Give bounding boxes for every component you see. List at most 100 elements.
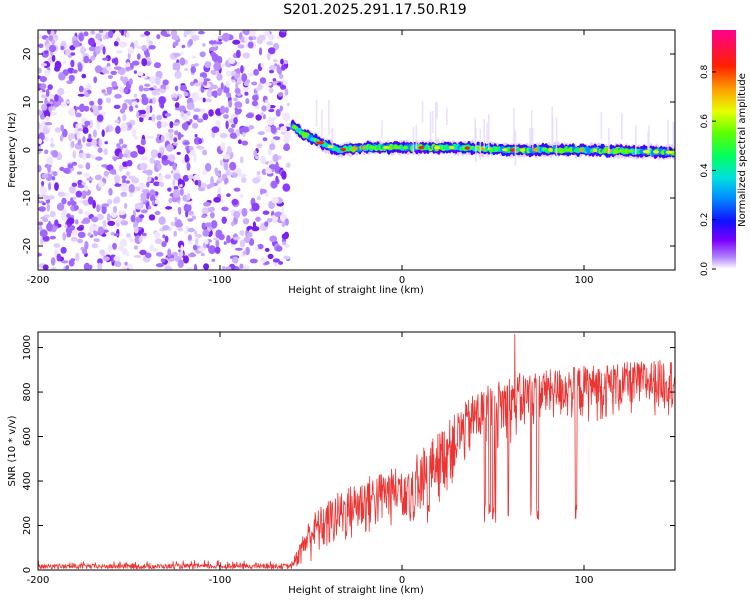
noise-blob — [242, 131, 246, 138]
noise-blob — [38, 252, 43, 257]
noise-blob — [241, 140, 249, 146]
noise-blob — [140, 75, 148, 79]
noise-blob — [221, 216, 227, 224]
noise-blob — [101, 129, 105, 137]
noise-blob — [84, 184, 89, 192]
noise-blob — [82, 127, 89, 134]
noise-blob — [189, 252, 195, 258]
noise-blob — [95, 33, 102, 40]
signal-peak — [316, 141, 325, 145]
noise-blob — [268, 64, 276, 71]
noise-blob — [123, 88, 129, 94]
noise-blob — [237, 44, 245, 49]
noise-blob — [260, 62, 264, 68]
signal-peak — [402, 146, 409, 150]
noise-blob — [192, 55, 197, 59]
noise-blob — [273, 42, 280, 51]
noise-blob — [108, 30, 114, 39]
noise-blob — [266, 41, 274, 46]
signal-streak — [531, 127, 534, 149]
noise-blob — [275, 175, 279, 183]
noise-blob — [42, 89, 46, 93]
noise-blob — [188, 146, 194, 151]
noise-blob — [268, 69, 275, 74]
x-tick-label: 0 — [399, 575, 405, 586]
noise-blob — [280, 84, 287, 90]
noise-blob — [202, 149, 208, 156]
noise-blob — [213, 237, 219, 241]
noise-blob — [83, 262, 90, 270]
noise-blob — [202, 43, 206, 47]
noise-blob — [244, 80, 250, 86]
noise-blob — [119, 108, 126, 114]
noise-blob — [72, 39, 80, 48]
noise-blob — [133, 70, 137, 74]
noise-blob — [130, 151, 138, 158]
signal-streak — [429, 111, 432, 142]
noise-blob — [77, 63, 83, 72]
noise-blob — [251, 100, 258, 107]
y-tick-label: 1000 — [22, 335, 33, 360]
noise-blob — [120, 153, 129, 158]
noise-blob — [70, 59, 75, 68]
noise-blob — [98, 226, 104, 235]
noise-blob — [84, 120, 91, 126]
noise-blob — [225, 266, 232, 270]
noise-blob — [255, 216, 261, 222]
noise-blob — [50, 257, 56, 266]
noise-blob — [124, 261, 128, 266]
noise-blob — [93, 76, 98, 84]
signal-peak — [642, 150, 651, 154]
noise-blob — [198, 30, 205, 35]
noise-blob — [284, 88, 289, 96]
noise-blob — [59, 135, 64, 142]
signal-streak — [621, 113, 623, 140]
noise-blob — [70, 236, 78, 242]
noise-blob — [232, 172, 238, 178]
noise-blob — [203, 78, 211, 82]
noise-blob — [161, 121, 168, 128]
noise-blob — [231, 198, 239, 206]
noise-blob — [67, 200, 72, 206]
noise-blob — [211, 220, 218, 229]
noise-blob — [173, 122, 180, 127]
noise-blob — [228, 58, 236, 64]
noise-blob — [226, 92, 232, 98]
y-tick-label: 200 — [22, 516, 33, 535]
signal-streak — [514, 130, 517, 166]
noise-blob — [201, 207, 209, 215]
noise-blob — [187, 174, 194, 180]
y-tick-label: 20 — [22, 48, 33, 61]
noise-blob — [155, 263, 164, 268]
noise-blob — [51, 39, 56, 46]
x-tick-label: 0 — [399, 275, 405, 286]
noise-blob — [278, 261, 283, 265]
noise-blob — [160, 135, 165, 143]
noise-blob — [185, 210, 189, 218]
noise-blob — [174, 216, 178, 222]
signal-peak — [434, 146, 441, 150]
noise-blob — [251, 202, 260, 212]
noise-blob — [211, 126, 220, 133]
noise-blob — [262, 137, 268, 142]
noise-blob — [47, 163, 51, 173]
noise-blob — [138, 85, 144, 92]
noise-blob — [262, 114, 266, 120]
noise-blob — [77, 231, 86, 238]
noise-blob — [160, 103, 164, 109]
noise-blob — [121, 175, 127, 180]
signal-peak — [653, 150, 660, 154]
noise-blob — [283, 143, 291, 152]
noise-blob — [164, 113, 172, 117]
noise-blob — [101, 252, 105, 256]
noise-blob — [264, 221, 269, 227]
noise-blob — [46, 103, 51, 107]
noise-blob — [233, 97, 238, 102]
noise-blob — [193, 153, 197, 163]
noise-blob — [199, 51, 206, 58]
noise-blob — [44, 69, 51, 76]
noise-blob — [174, 102, 180, 109]
noise-blob — [68, 259, 75, 267]
noise-blob — [114, 119, 120, 124]
noise-blob — [216, 41, 223, 45]
